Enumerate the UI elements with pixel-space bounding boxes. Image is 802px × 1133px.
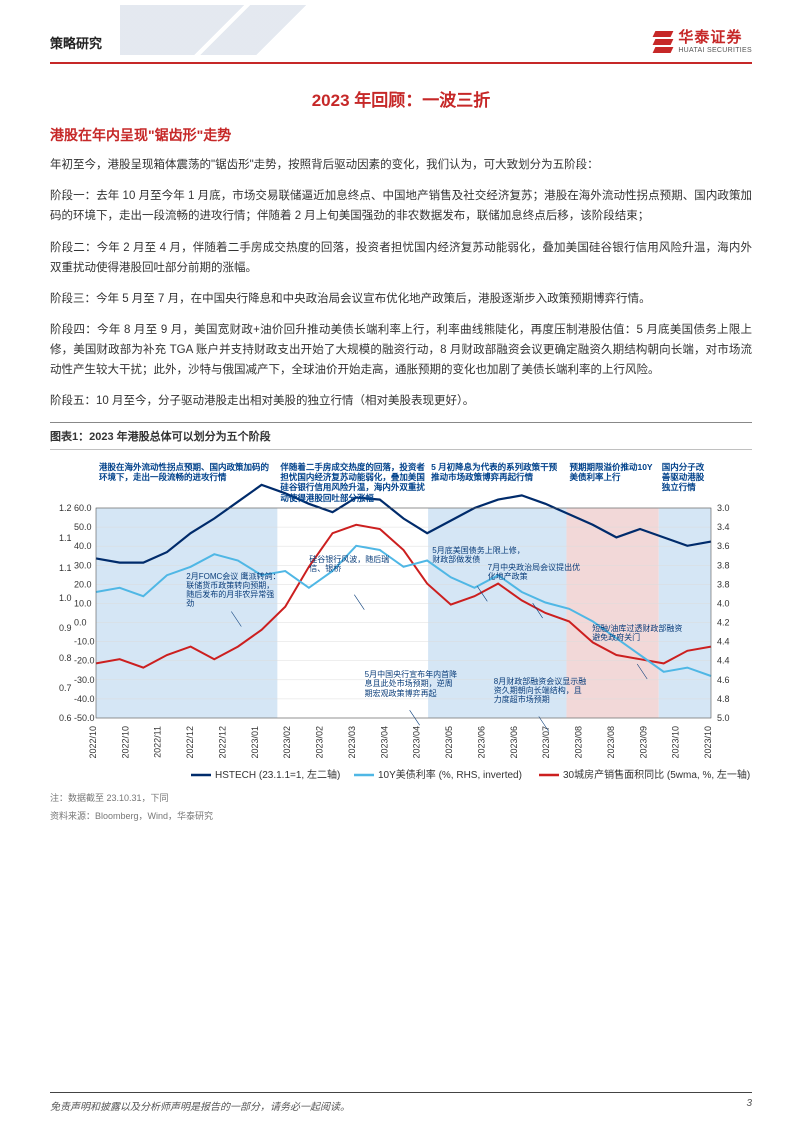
svg-text:0.7: 0.7 <box>59 683 72 693</box>
stage1-paragraph: 阶段一：去年 10 月至今年 1 月底，市场交易联储逼近加息终点、中国地产销售及… <box>50 186 752 226</box>
svg-text:2022/12: 2022/12 <box>217 726 227 759</box>
svg-text:40.0: 40.0 <box>74 542 92 552</box>
svg-text:5.0: 5.0 <box>717 713 730 723</box>
stage4-paragraph: 阶段四：今年 8 月至 9 月，美国宽财政+油价回升推动美债长端利率上行，利率曲… <box>50 320 752 380</box>
svg-text:1.1: 1.1 <box>59 563 72 573</box>
svg-text:4.4: 4.4 <box>717 656 730 666</box>
disclaimer: 免责声明和披露以及分析师声明是报告的一部分，请务必一起阅读。 <box>50 1098 350 1113</box>
svg-text:-10.0: -10.0 <box>74 637 95 647</box>
intro-paragraph: 年初至今，港股呈现箱体震荡的"锯齿形"走势，按照背后驱动因素的变化，我们认为，可… <box>50 155 752 175</box>
svg-text:2023/09: 2023/09 <box>638 726 648 759</box>
chart-title: 图表1：2023 年港股总体可以划分为五个阶段 <box>50 422 752 450</box>
page-number: 3 <box>746 1098 752 1113</box>
stage2-paragraph: 阶段二：今年 2 月至 4 月，伴随着二手房成交热度的回落，投资者担忧国内经济复… <box>50 238 752 278</box>
svg-text:-40.0: -40.0 <box>74 694 95 704</box>
svg-text:1.1: 1.1 <box>59 533 72 543</box>
svg-text:-20.0: -20.0 <box>74 656 95 666</box>
svg-text:1.0: 1.0 <box>59 593 72 603</box>
svg-text:2022/11: 2022/11 <box>153 726 163 758</box>
svg-text:4.0: 4.0 <box>717 599 730 609</box>
stage5-paragraph: 阶段五：10 月至今，分子驱动港股走出相对美股的独立行情（相对美股表现更好）。 <box>50 391 752 411</box>
svg-text:2023/06: 2023/06 <box>476 726 486 759</box>
svg-text:4.8: 4.8 <box>717 694 730 704</box>
svg-text:30.0: 30.0 <box>74 561 92 571</box>
page-footer: 免责声明和披露以及分析师声明是报告的一部分，请务必一起阅读。 3 <box>50 1092 752 1113</box>
svg-text:20.0: 20.0 <box>74 580 92 590</box>
svg-text:4.2: 4.2 <box>717 618 730 628</box>
svg-text:2023/01: 2023/01 <box>250 726 260 759</box>
svg-text:3.8: 3.8 <box>717 561 730 571</box>
logo-text-cn: 华泰证券 <box>678 30 752 47</box>
svg-text:3.0: 3.0 <box>717 503 730 513</box>
company-logo: 华泰证券 HUATAI SECURITIES <box>654 30 752 54</box>
logo-text-en: HUATAI SECURITIES <box>678 47 752 55</box>
svg-text:3.4: 3.4 <box>717 523 730 533</box>
svg-text:2022/10: 2022/10 <box>88 726 98 759</box>
svg-text:10.0: 10.0 <box>74 599 92 609</box>
svg-text:4.6: 4.6 <box>717 675 730 685</box>
svg-text:50.0: 50.0 <box>74 523 92 533</box>
svg-text:1.2: 1.2 <box>59 503 72 513</box>
chart-footnote2: 资料来源：Bloomberg，Wind，华泰研究 <box>50 810 752 824</box>
svg-text:-30.0: -30.0 <box>74 675 95 685</box>
chart-footnote1: 注：数据截至 23.10.31，下同 <box>50 792 752 806</box>
svg-text:0.6: 0.6 <box>59 713 72 723</box>
svg-text:0.9: 0.9 <box>59 623 72 633</box>
page-header: 策略研究 华泰证券 HUATAI SECURITIES <box>50 30 752 64</box>
svg-text:3.6: 3.6 <box>717 542 730 552</box>
category-label: 策略研究 <box>50 33 102 52</box>
svg-text:0.8: 0.8 <box>59 653 72 663</box>
svg-text:2023/10: 2023/10 <box>703 726 713 759</box>
svg-text:60.0: 60.0 <box>74 503 92 513</box>
main-chart: -50.0 -40.0 -30.0 -20.0 -10.0 0.0 10.0 20.0 30.0… <box>50 458 752 788</box>
svg-text:0.0: 0.0 <box>74 618 87 628</box>
svg-text:3.8: 3.8 <box>717 580 730 590</box>
chart-svg: -50.0 -40.0 -30.0 -20.0 -10.0 0.0 10.0 20.0 30.0… <box>50 458 752 788</box>
svg-text:2023/02: 2023/02 <box>315 726 325 759</box>
subtitle: 港股在年内呈现"锯齿形"走势 <box>50 125 752 145</box>
main-title: 2023 年回顾：一波三折 <box>50 86 752 111</box>
svg-text:4.4: 4.4 <box>717 637 730 647</box>
svg-text:30城房产销售面积同比 (5wma, %, 左一轴): 30城房产销售面积同比 (5wma, %, 左一轴) <box>563 768 750 781</box>
stage3-paragraph: 阶段三：今年 5 月至 7 月，在中国央行降息和中央政治局会议宣布优化地产政策后… <box>50 289 752 309</box>
svg-text:-50.0: -50.0 <box>74 713 95 723</box>
svg-text:2023/03: 2023/03 <box>347 726 357 759</box>
svg-text:HSTECH (23.1.1=1, 左二轴): HSTECH (23.1.1=1, 左二轴) <box>215 768 340 781</box>
svg-text:2022/10: 2022/10 <box>120 726 130 759</box>
svg-text:2023/10: 2023/10 <box>671 726 681 759</box>
svg-text:2022/12: 2022/12 <box>185 726 195 759</box>
svg-text:2023/08: 2023/08 <box>606 726 616 759</box>
logo-mark-icon <box>654 30 672 54</box>
svg-text:2023/02: 2023/02 <box>282 726 292 759</box>
svg-text:10Y美债利率 (%, RHS, inverted): 10Y美债利率 (%, RHS, inverted) <box>378 768 522 781</box>
